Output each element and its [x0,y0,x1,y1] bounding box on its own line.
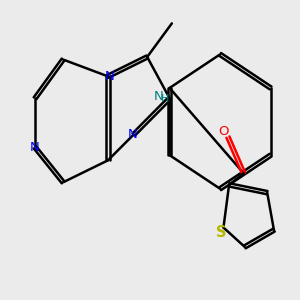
Text: S: S [216,225,226,240]
Text: N: N [105,70,114,83]
Text: O: O [218,125,229,138]
Text: H: H [160,94,169,104]
Text: N: N [128,128,137,141]
Text: N: N [30,141,40,154]
Text: N: N [153,90,163,103]
